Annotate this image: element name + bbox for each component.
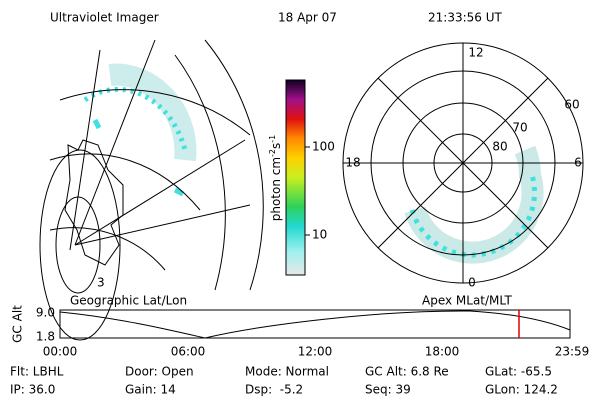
timeline-title: Geographic Lat/Lon (70, 294, 187, 308)
footer-field: IP: 36.0 (10, 383, 55, 397)
footer-field: Dsp: -5.2 (245, 383, 303, 397)
time-tick: 18:00 (425, 345, 460, 359)
time-tick: 12:00 (298, 345, 333, 359)
footer-field: Door: Open (125, 365, 194, 379)
mlt-label: 6 (574, 156, 582, 170)
colorbar-scale (285, 79, 306, 276)
axis-top: 9.0 (36, 306, 55, 320)
footer-field: Gain: 14 (125, 383, 176, 397)
mlat-label: 70 (512, 121, 527, 135)
time: 21:33:56 UT (428, 11, 502, 25)
footer-field: Flt: LBHL (10, 365, 64, 379)
title: Ultraviolet Imager (50, 11, 159, 25)
mlt-label: 18 (345, 156, 360, 170)
mlat-label: 80 (492, 140, 507, 154)
mlat-label: 60 (564, 98, 579, 112)
axis-bottom: 1.8 (36, 330, 55, 344)
colorbar: 100 10 photon cm-2s-1 (268, 79, 335, 276)
time-tick: 23:59 (555, 345, 590, 359)
footer-field: Mode: Normal (245, 365, 329, 379)
geo-map: 3 (39, 39, 264, 341)
axis-label: GC Alt (11, 305, 25, 343)
date: 18 Apr 07 (278, 11, 337, 25)
mlt-label: 0 (468, 276, 476, 290)
footer: Flt: LBHL Door: Open Mode: Normal GC Alt: 6… (10, 365, 558, 397)
polar-plot: 12 18 6 0 60 70 80 (342, 42, 584, 290)
time-tick: 06:00 (171, 345, 206, 359)
time-tick: 00:00 (43, 345, 78, 359)
timeline-title: Apex MLat/MLT (422, 294, 512, 308)
footer-field: GLon: 124.2 (485, 383, 558, 397)
map-label: 3 (97, 276, 105, 290)
header: Ultraviolet Imager 18 Apr 07 21:33:56 UT (50, 11, 502, 25)
footer-field: Seq: 39 (365, 383, 411, 397)
colorbar-unit: photon cm-2s-1 (268, 135, 283, 222)
footer-field: GC Alt: 6.8 Re (365, 365, 449, 379)
colorbar-tick: 100 (312, 140, 335, 154)
footer-field: GLat: -65.5 (485, 365, 552, 379)
timeline: Geographic Lat/Lon Apex MLat/MLT GC Alt … (11, 294, 590, 359)
colorbar-tick: 10 (312, 228, 327, 242)
mlt-label: 12 (468, 46, 483, 60)
